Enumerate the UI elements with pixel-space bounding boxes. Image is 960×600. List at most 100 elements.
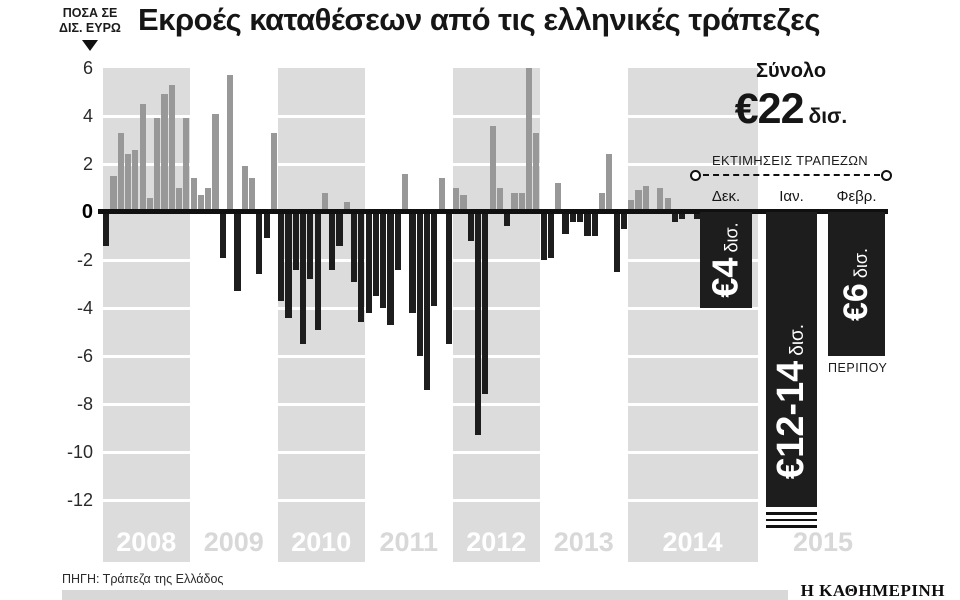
bar-2010-06 bbox=[314, 212, 321, 330]
year-band-2010 bbox=[277, 68, 365, 562]
year-label-2010: 2010 bbox=[291, 527, 352, 557]
bar-2009-01 bbox=[190, 178, 197, 212]
bar-2012-04 bbox=[474, 212, 482, 436]
bar-2012-06 bbox=[489, 125, 496, 212]
bar-2014-01 bbox=[628, 200, 635, 212]
bar-2008-12 bbox=[183, 118, 190, 212]
estimate-bar-1: €4δισ. bbox=[700, 212, 752, 308]
bar-2008-06 bbox=[139, 104, 146, 212]
total-value: €22 δισ. bbox=[706, 85, 876, 134]
bar-2012-01 bbox=[453, 188, 460, 212]
estimate-note-3: ΠΕΡΙΠΟΥ bbox=[828, 361, 888, 375]
y-tick--4: -4 bbox=[76, 298, 93, 318]
y-tick-4: 4 bbox=[82, 106, 93, 126]
bar-2008-03 bbox=[117, 132, 124, 212]
estimates-dashed-line bbox=[703, 174, 880, 176]
bar-2009-10 bbox=[256, 212, 263, 275]
bar-2013-04 bbox=[562, 212, 569, 234]
bar-2008-10 bbox=[168, 84, 175, 212]
bar-2014-02 bbox=[635, 190, 642, 212]
estimates-heading: ΕΚΤΙΜΗΣΕΙΣ ΤΡΑΠΕΖΩΝ bbox=[712, 153, 868, 168]
bar-2008-02 bbox=[110, 176, 117, 212]
bar-2009-08 bbox=[241, 166, 248, 212]
bar-2011-10 bbox=[431, 212, 438, 306]
bar-2008-05 bbox=[132, 149, 139, 212]
estimate-bar-hatch-3 bbox=[766, 525, 817, 528]
gridline-4 bbox=[100, 114, 758, 118]
bar-2010-05 bbox=[307, 212, 314, 280]
y-tick-6: 6 bbox=[82, 58, 93, 78]
bar-2012-02 bbox=[460, 195, 467, 212]
y-tick--6: -6 bbox=[76, 346, 93, 366]
year-label-2013: 2013 bbox=[553, 527, 614, 557]
page-title: Εκροές καταθέσεων από τις ελληνικές τράπ… bbox=[138, 2, 820, 37]
y-tick--8: -8 bbox=[76, 394, 93, 414]
total-amount: €22 bbox=[734, 85, 805, 133]
bar-2014-08 bbox=[679, 212, 686, 220]
bar-2011-05 bbox=[394, 212, 401, 270]
bar-2013-06 bbox=[577, 212, 584, 222]
zero-baseline bbox=[98, 208, 888, 214]
year-band-2014 bbox=[627, 68, 758, 562]
bar-2013-10 bbox=[606, 154, 613, 212]
bar-2011-08 bbox=[416, 212, 423, 356]
estimates-line-left-circle-icon bbox=[690, 170, 701, 181]
bar-2011-09 bbox=[423, 212, 431, 390]
year-band-2008 bbox=[102, 68, 190, 562]
bar-2010-03 bbox=[292, 212, 299, 270]
bar-2008-04 bbox=[124, 154, 132, 212]
bar-2011-02 bbox=[372, 212, 380, 296]
bar-2010-12 bbox=[358, 212, 365, 323]
bar-2010-10 bbox=[343, 202, 350, 212]
estimates-line-right-circle-icon bbox=[881, 170, 892, 181]
bar-2012-07 bbox=[496, 188, 504, 212]
estimate-bar-label-3: €6δισ. bbox=[837, 247, 875, 321]
bar-2012-08 bbox=[504, 212, 511, 227]
bar-2012-05 bbox=[482, 212, 489, 395]
publisher-logo: Η ΚΑΘΗΜΕΡΙΝΗ bbox=[800, 581, 945, 600]
bar-2012-10 bbox=[518, 192, 525, 212]
year-label-2015: 2015 bbox=[792, 527, 854, 557]
estimate-month-2: Ιαν. bbox=[779, 188, 804, 205]
bar-2011-06 bbox=[402, 173, 409, 212]
bar-2014-07 bbox=[671, 212, 679, 222]
source-note: ΠΗΓΗ: Τράπεζα της Ελλάδος bbox=[62, 572, 224, 586]
bar-2011-12 bbox=[445, 212, 452, 344]
y-tick-2: 2 bbox=[82, 154, 93, 174]
bar-2013-12 bbox=[620, 212, 627, 229]
bar-2011-01 bbox=[365, 212, 372, 313]
bar-2013-08 bbox=[591, 212, 598, 236]
total-unit: δισ. bbox=[808, 105, 848, 128]
bar-2014-06 bbox=[664, 197, 671, 212]
bar-2009-03 bbox=[205, 188, 212, 212]
bar-2008-09 bbox=[161, 94, 168, 212]
estimate-bar-hatch-2 bbox=[766, 518, 817, 522]
bar-2009-07 bbox=[234, 212, 241, 292]
bar-2013-03 bbox=[555, 183, 562, 212]
bar-2010-02 bbox=[285, 212, 292, 318]
gridline--12 bbox=[100, 498, 758, 502]
gridline--10 bbox=[100, 450, 758, 454]
bar-2011-11 bbox=[438, 178, 445, 212]
y-tick--12: -12 bbox=[66, 490, 93, 510]
y-axis-unit-line1: ΠΟΣΑ ΣΕ bbox=[62, 6, 118, 20]
bar-2014-05 bbox=[657, 188, 664, 212]
bar-2008-07 bbox=[146, 197, 154, 212]
bar-2011-07 bbox=[409, 212, 416, 313]
y-tick-0: 0 bbox=[81, 201, 93, 223]
bar-2008-01 bbox=[103, 212, 110, 246]
bar-2008-11 bbox=[176, 188, 183, 212]
bar-2010-08 bbox=[329, 212, 336, 270]
estimate-month-1: Δεκ. bbox=[711, 188, 741, 205]
y-tick--2: -2 bbox=[76, 250, 93, 270]
bar-2011-04 bbox=[387, 212, 394, 325]
bar-2008-08 bbox=[154, 118, 161, 212]
bar-2013-11 bbox=[613, 212, 620, 272]
y-axis-unit-label: ΠΟΣΑ ΣΕ ΔΙΣ. ΕΥΡΩ bbox=[38, 6, 142, 36]
year-label-2009: 2009 bbox=[203, 527, 264, 557]
gridline--8 bbox=[100, 402, 758, 406]
bar-2009-04 bbox=[212, 113, 219, 212]
bar-2012-12 bbox=[533, 132, 540, 212]
estimate-bar-hatch-1 bbox=[766, 512, 817, 515]
